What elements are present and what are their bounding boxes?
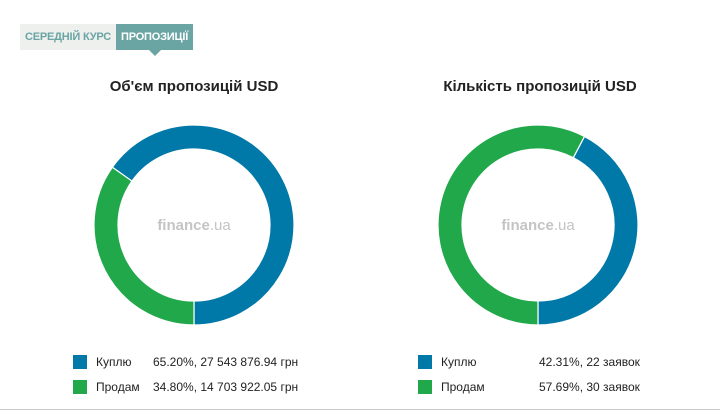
tab-bar: СЕРЕДНІЙ КУРС ПРОПОЗИЦІЇ: [20, 24, 194, 56]
legend-volume: Куплю 65.20%, 27 543 876.94 грн Продам 3…: [73, 352, 298, 402]
legend-swatch-buy: [418, 355, 432, 369]
legend-label: Продам: [441, 380, 485, 394]
legend-swatch-buy: [73, 355, 87, 369]
watermark-logo: finance.ua: [501, 217, 575, 234]
donut-slice-buy[interactable]: [111, 124, 295, 326]
legend-value: 42.31%, 22 заявок: [539, 355, 640, 369]
legend-swatch-sell: [418, 380, 432, 394]
legend-item-buy: Куплю 42.31%, 22 заявок: [418, 352, 640, 372]
chart-title-count: Кількість пропозицій USD: [443, 78, 637, 95]
legend-value: 57.69%, 30 заявок: [539, 380, 640, 394]
tab-average-rate[interactable]: СЕРЕДНІЙ КУРС: [20, 24, 116, 50]
watermark-logo: finance.ua: [157, 217, 231, 234]
legend-item-sell: Продам 57.69%, 30 заявок: [418, 377, 640, 397]
legend-item-sell: Продам 34.80%, 14 703 922.05 грн: [73, 377, 298, 397]
legend-item-buy: Куплю 65.20%, 27 543 876.94 грн: [73, 352, 298, 372]
legend-label: Продам: [96, 380, 140, 394]
legend-value: 65.20%, 27 543 876.94 грн: [153, 355, 299, 369]
donut-slice-sell[interactable]: [93, 166, 195, 326]
bottom-divider: [0, 409, 720, 410]
donut-slice-sell[interactable]: [437, 124, 586, 326]
tab-offers[interactable]: ПРОПОЗИЦІЇ: [116, 24, 194, 56]
donut-chart-volume: finance.ua: [93, 124, 295, 326]
chart-title-volume: Об'єм пропозицій USD: [109, 78, 279, 95]
legend-swatch-sell: [73, 380, 87, 394]
donut-chart-count: finance.ua: [437, 124, 639, 326]
legend-value: 34.80%, 14 703 922.05 грн: [153, 380, 299, 394]
legend-count: Куплю 42.31%, 22 заявок Продам 57.69%, 3…: [418, 352, 640, 402]
legend-label: Куплю: [441, 355, 477, 369]
legend-label: Куплю: [96, 355, 132, 369]
